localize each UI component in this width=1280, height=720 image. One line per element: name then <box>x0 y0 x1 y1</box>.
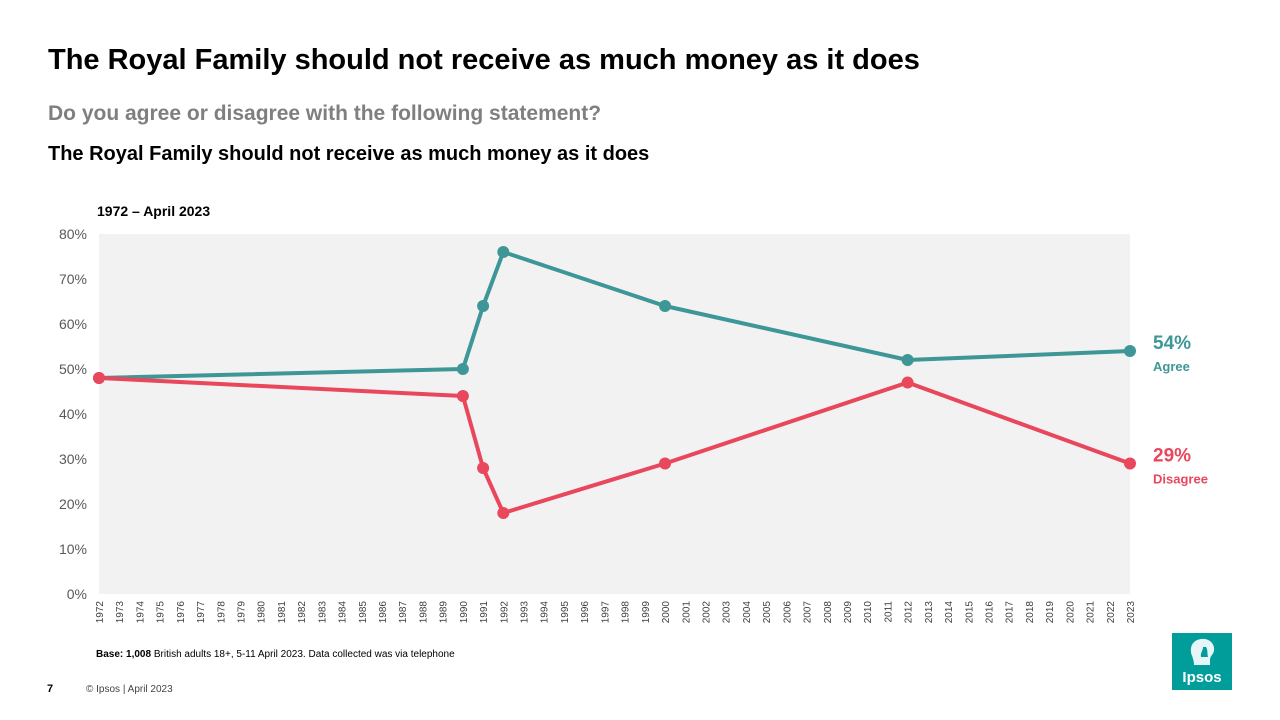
base-label: Base: <box>96 649 124 660</box>
x-tick-label: 2017 <box>1005 601 1016 624</box>
x-tick-label: 2019 <box>1045 601 1056 624</box>
x-tick-label: 2009 <box>843 601 854 624</box>
x-tick-label: 1996 <box>580 601 591 624</box>
y-tick-label: 80% <box>59 226 87 242</box>
x-tick-label: 1989 <box>439 601 450 624</box>
end-value-disagree: 29% <box>1153 446 1191 467</box>
y-tick-label: 0% <box>67 586 87 602</box>
data-point-disagree <box>901 376 914 389</box>
x-tick-label: 1979 <box>237 601 248 624</box>
x-tick-label: 2008 <box>823 601 834 624</box>
end-labels: 54% Agree 29% Disagree <box>1153 333 1208 487</box>
data-point-agree <box>901 354 914 366</box>
logo-text: Ipsos <box>1182 669 1222 686</box>
y-tick-label: 30% <box>59 451 87 467</box>
x-tick-label: 1974 <box>135 601 146 624</box>
x-tick-label: 1992 <box>499 601 510 624</box>
data-point-agree <box>497 246 510 258</box>
plot-area <box>99 234 1130 594</box>
x-tick-label: 1998 <box>621 601 632 624</box>
data-point-disagree <box>93 372 105 384</box>
x-tick-label: 1990 <box>459 601 470 624</box>
y-tick-label: 60% <box>59 316 87 332</box>
x-tick-label: 2010 <box>863 601 874 624</box>
logo-profile-icon <box>1190 638 1215 665</box>
x-tick-label: 2014 <box>944 601 955 624</box>
data-point-disagree <box>497 507 510 519</box>
x-tick-label: 2011 <box>883 601 894 623</box>
x-tick-label: 2005 <box>762 601 773 624</box>
x-tick-label: 1991 <box>479 601 490 624</box>
period-label: 1972 – April 2023 <box>97 203 211 219</box>
x-tick-label: 1985 <box>358 601 369 624</box>
x-tick-label: 2001 <box>681 601 692 624</box>
x-tick-label: 2004 <box>742 601 753 624</box>
data-point-agree <box>477 300 490 312</box>
x-tick-label: 1981 <box>277 601 288 624</box>
x-tick-label: 1999 <box>641 601 652 624</box>
x-tick-label: 1978 <box>216 601 227 624</box>
x-tick-label: 2006 <box>782 601 793 624</box>
x-tick-label: 1995 <box>560 601 571 624</box>
y-tick-label: 20% <box>59 496 87 512</box>
x-tick-label: 1975 <box>156 601 167 624</box>
x-tick-label: 1986 <box>378 601 389 624</box>
base-number: 1,008 <box>126 649 152 660</box>
data-point-disagree <box>1124 457 1136 470</box>
x-tick-label: 1987 <box>398 601 409 624</box>
data-point-disagree <box>477 462 490 474</box>
statement-heading: The Royal Family should not receive as m… <box>48 143 650 165</box>
x-tick-label: 2021 <box>1086 601 1097 624</box>
x-tick-label: 2012 <box>904 601 915 624</box>
base-text: British adults 18+, 5-11 April 2023. Dat… <box>151 649 455 660</box>
page-number: 7 <box>47 683 54 695</box>
y-tick-label: 40% <box>59 406 87 422</box>
data-point-agree <box>456 363 469 375</box>
data-point-disagree <box>659 457 672 470</box>
data-point-disagree <box>456 390 469 402</box>
x-tick-label: 2022 <box>1106 601 1117 624</box>
x-tick-label: 2018 <box>1025 601 1036 624</box>
x-tick-label: 1997 <box>600 601 611 624</box>
series-name-agree: Agree <box>1153 359 1190 374</box>
series-layer <box>93 246 1136 519</box>
x-tick-label: 1980 <box>257 601 268 624</box>
x-tick-label: 2015 <box>964 601 975 624</box>
y-axis: 0% 10% 20% 30% 40% 50% 60% 70% 80% <box>59 226 87 602</box>
x-tick-label: 1988 <box>418 601 429 624</box>
data-point-agree <box>1124 345 1136 357</box>
x-tick-label: 1973 <box>115 601 126 624</box>
x-tick-label: 1994 <box>540 601 551 624</box>
series-name-disagree: Disagree <box>1153 472 1208 487</box>
x-tick-label: 1976 <box>176 601 187 624</box>
question-subtitle: Do you agree or disagree with the follow… <box>48 102 602 125</box>
x-tick-label: 1982 <box>297 601 308 624</box>
x-tick-label: 2016 <box>984 601 995 624</box>
x-axis: 1972 1973 1974 1975 1976 1977 1978 1979 1980 1981… <box>95 601 1137 624</box>
ipsos-logo: Ipsos <box>1172 633 1232 690</box>
y-tick-label: 10% <box>59 541 87 557</box>
x-tick-label: 2013 <box>924 601 935 624</box>
y-tick-label: 50% <box>59 361 87 377</box>
x-tick-label: 1984 <box>338 601 349 624</box>
data-point-agree <box>659 300 672 312</box>
y-tick-label: 70% <box>59 271 87 287</box>
x-tick-label: 2020 <box>1065 601 1076 624</box>
copyright: © Ipsos | April 2023 <box>86 684 173 695</box>
x-tick-label: 2007 <box>803 601 814 624</box>
base-note: Base: 1,008 British adults 18+, 5-11 Apr… <box>96 649 455 660</box>
x-tick-label: 2002 <box>701 601 712 624</box>
x-tick-label: 2000 <box>661 601 672 624</box>
end-value-agree: 54% <box>1153 333 1191 354</box>
x-tick-label: 1993 <box>520 601 531 624</box>
x-tick-label: 1977 <box>196 601 207 624</box>
x-tick-label: 1972 <box>95 601 106 624</box>
x-tick-label: 1983 <box>317 601 328 624</box>
x-tick-label: 2003 <box>722 601 733 624</box>
slide-title: The Royal Family should not receive as m… <box>48 44 920 76</box>
x-tick-label: 2023 <box>1126 601 1137 624</box>
